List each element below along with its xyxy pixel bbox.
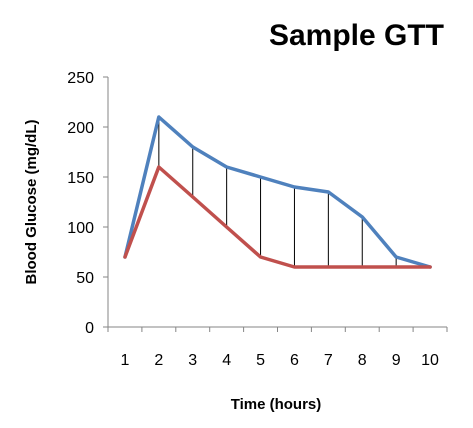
x-axis-ticks: 1 2 3 4 5 6 7 8 9 10 [107, 327, 448, 369]
x-tick-label: 4 [222, 352, 231, 369]
x-tick-label: 6 [290, 352, 299, 369]
y-tick-label: 50 [76, 270, 94, 287]
x-tick-label: 8 [358, 352, 367, 369]
chart-title: Sample GTT [269, 19, 444, 52]
series-line-1 [123, 115, 432, 269]
y-tick-label: 200 [67, 120, 94, 137]
y-tick-label: 0 [85, 320, 94, 337]
y-axis-label: Blood Glucose (mg/dL) [23, 120, 40, 285]
series-line-2 [123, 165, 432, 269]
x-tick-label: 1 [120, 352, 129, 369]
x-tick-label: 5 [256, 352, 265, 369]
x-tick-label: 3 [188, 352, 197, 369]
drop-lines [158, 117, 397, 267]
x-tick-label: 7 [324, 352, 333, 369]
x-tick-label: 10 [421, 352, 439, 369]
x-tick-label: 2 [154, 352, 163, 369]
x-tick-label: 9 [392, 352, 401, 369]
y-tick-label: 150 [67, 170, 94, 187]
y-tick-label: 250 [67, 70, 94, 87]
series-lines [123, 115, 432, 269]
y-tick-label: 100 [67, 220, 94, 237]
x-axis-label: Time (hours) [231, 396, 322, 413]
y-axis-ticks: 0 50 100 150 200 250 [67, 70, 108, 337]
